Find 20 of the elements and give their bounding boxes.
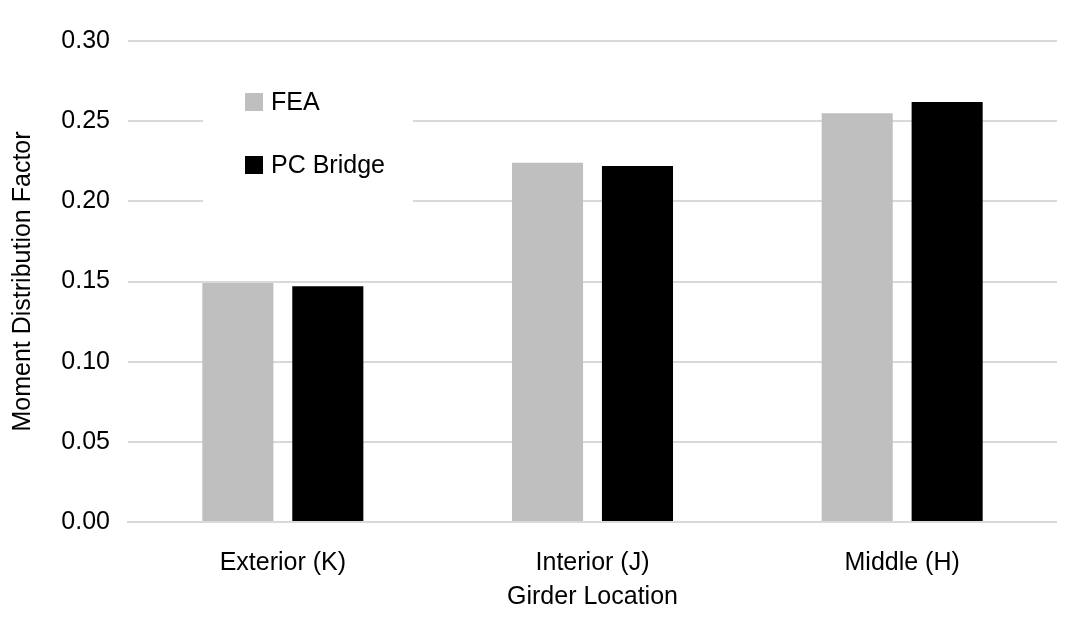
- legend-label: FEA: [271, 86, 320, 115]
- y-tick-label: 0.05: [61, 425, 110, 454]
- y-tick-label: 0.25: [61, 105, 110, 134]
- y-tick-label: 0.00: [61, 505, 110, 534]
- x-tick-label: Middle (H): [844, 546, 960, 575]
- bar: [821, 113, 893, 521]
- y-tick-label: 0.15: [61, 265, 110, 294]
- x-tick-label: Exterior (K): [219, 546, 347, 575]
- legend-label: PC Bridge: [271, 149, 385, 178]
- y-tick-label: 0.20: [61, 185, 110, 214]
- bar: [292, 286, 364, 521]
- y-tick-label: 0.30: [61, 24, 110, 53]
- y-tick-label: 0.10: [61, 345, 110, 374]
- y-axis-title: Moment Distribution Factor: [6, 131, 35, 432]
- bar: [911, 101, 983, 521]
- bar: [601, 166, 674, 521]
- x-axis-title: Girder Location: [507, 580, 678, 609]
- bar: [202, 283, 274, 521]
- x-tick-label: Interior (J): [535, 546, 650, 575]
- bar: [511, 162, 584, 521]
